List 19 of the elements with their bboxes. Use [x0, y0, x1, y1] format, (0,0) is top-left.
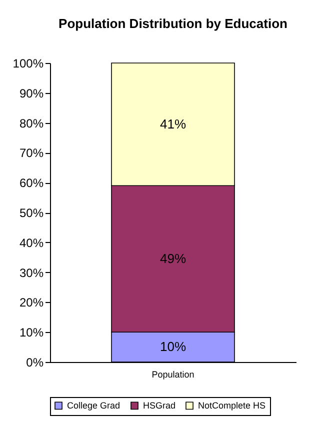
legend-label: College Grad	[67, 400, 120, 411]
legend-label: NotComplete HS	[198, 400, 266, 411]
y-tick-label: 80%	[19, 116, 44, 130]
y-tick-label: 50%	[19, 206, 44, 220]
y-tick-label: 40%	[19, 236, 44, 250]
y-tick-label: 20%	[19, 296, 44, 310]
y-tick-label: 60%	[19, 176, 44, 190]
x-tick-label: Population	[152, 370, 194, 380]
y-tick-label: 100%	[12, 56, 44, 70]
data-label: 49%	[160, 250, 186, 266]
y-tick-label: 30%	[19, 266, 44, 280]
y-tick-label: 0%	[26, 356, 44, 370]
data-label: 41%	[160, 116, 186, 132]
y-tick-label: 10%	[19, 326, 44, 340]
y-tick-label: 70%	[19, 146, 44, 160]
data-label: 10%	[160, 339, 186, 354]
legend-label: HSGrad	[143, 400, 176, 411]
y-tick-label: 90%	[19, 86, 44, 100]
chart-title: Population Distribution by Education	[58, 16, 288, 31]
